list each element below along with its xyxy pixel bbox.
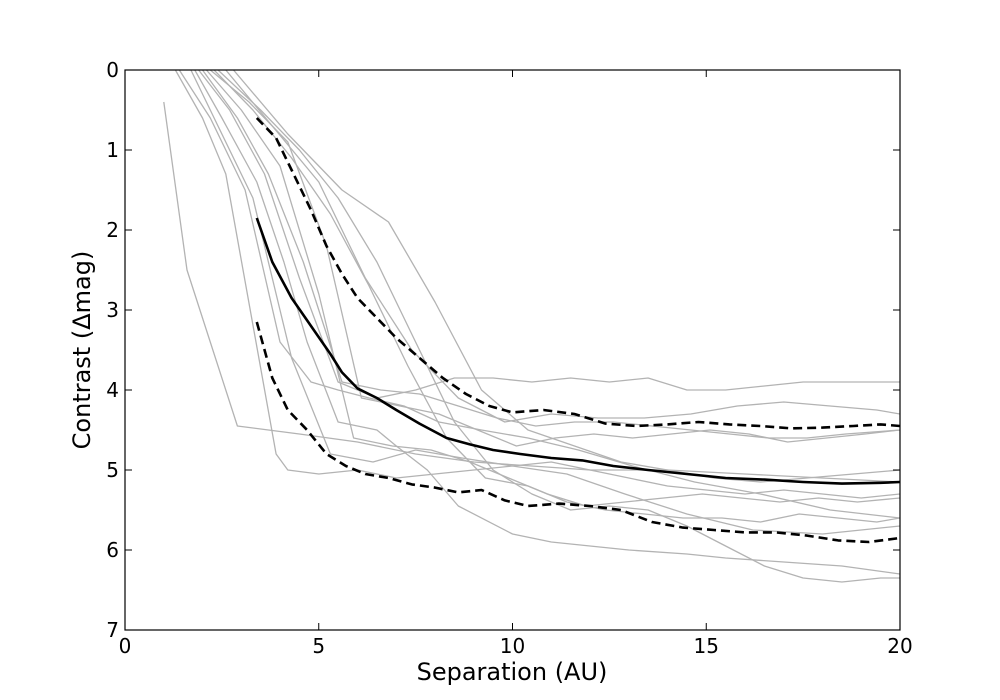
individual-curve-11 (225, 70, 900, 423)
individual-curve-9 (213, 70, 900, 523)
individual-curve-3 (190, 70, 900, 535)
individual-curve-10 (217, 70, 900, 583)
individual-curve-8 (209, 70, 900, 447)
tick-layer: 0 5 10 15 20 0 1 2 3 4 5 6 7 (106, 58, 912, 658)
individual-curve-5 (198, 70, 900, 399)
series-layer (163, 70, 900, 583)
individual-curve-4 (194, 70, 900, 575)
bound-curve-15 (255, 321, 900, 544)
individual-curve-2 (178, 70, 900, 519)
y-tick-label: 6 (106, 538, 119, 562)
median-curve (255, 217, 900, 485)
x-axis-label: Separation (AU) (417, 658, 608, 686)
y-tick-label: 3 (106, 298, 119, 322)
y-tick-label: 2 (106, 218, 119, 242)
y-tick-label: 4 (106, 378, 119, 402)
x-tick-label: 0 (119, 634, 132, 658)
bound-curve-14 (255, 117, 900, 430)
y-tick-label: 1 (106, 138, 119, 162)
y-tick-label: 0 (106, 58, 119, 82)
y-tick-label: 7 (106, 618, 119, 642)
x-tick-label: 20 (887, 634, 912, 658)
y-tick-label: 5 (106, 458, 119, 482)
individual-curve-0 (163, 101, 900, 483)
individual-curve-12 (233, 70, 900, 483)
x-tick-label: 5 (312, 634, 325, 658)
x-tick-label: 10 (500, 634, 525, 658)
x-tick-label: 15 (694, 634, 719, 658)
y-axis-label: Contrast (Δmag) (68, 251, 96, 450)
